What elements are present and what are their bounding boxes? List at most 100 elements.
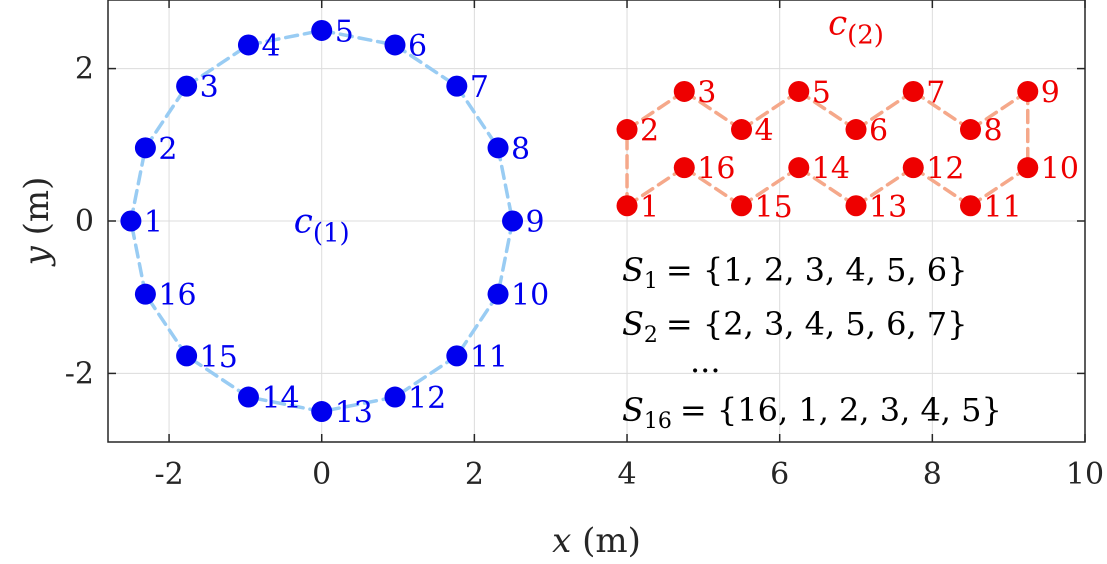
series-segment (319, 395, 397, 414)
y-tick-label: 2 (75, 52, 94, 87)
series-segment (143, 84, 189, 150)
series-segment (184, 354, 251, 399)
axis-ticks (108, 0, 1086, 442)
formation-label: c(2) (828, 3, 884, 50)
point-label: 11 (470, 340, 508, 375)
series-segment (496, 219, 515, 296)
y-tick-label: 0 (75, 204, 94, 239)
point-label: 12 (408, 381, 446, 416)
data-point (446, 345, 468, 367)
data-point (1017, 157, 1039, 179)
series-segment (854, 89, 916, 132)
point-label: 8 (984, 114, 1003, 149)
formation-labels: c(1) c(2) (294, 3, 884, 248)
axis-labels: x (m) y (m) (17, 177, 641, 561)
series-segment (184, 43, 251, 88)
series-segment (854, 165, 916, 208)
point-label: 2 (158, 132, 177, 167)
x-axis-label: x (m) (552, 521, 641, 561)
point-label: 10 (511, 278, 549, 313)
point-label: 4 (261, 29, 280, 64)
data-point (1017, 80, 1039, 102)
point-label: 7 (926, 75, 945, 110)
point-label: 3 (697, 75, 716, 110)
set-line: S2 = {2, 3, 4, 5, 6, 7} (622, 305, 968, 348)
data-point (502, 210, 524, 232)
data-point (673, 157, 695, 179)
data-point (788, 157, 810, 179)
data-point (384, 34, 406, 56)
series-segment (455, 292, 500, 358)
point-label: 3 (200, 70, 219, 105)
series-segment (496, 146, 515, 223)
data-point (311, 401, 333, 423)
set-definitions: S1 = {1, 2, 3, 4, 5, 6} S2 = {2, 3, 4, 5, 6… (622, 251, 1002, 434)
point-label: 2 (640, 114, 659, 149)
point-label: 15 (200, 340, 238, 375)
tick-labels: -2 0 2 4 6 8 10 -2 0 2 (65, 52, 1104, 492)
point-label: 13 (869, 190, 907, 225)
series-segment (797, 89, 858, 132)
data-point (120, 210, 142, 232)
data-point (845, 119, 867, 141)
set-line: S16 = {16, 1, 2, 3, 4, 5} (622, 391, 1002, 434)
point-label: 5 (812, 75, 831, 110)
series-segment (682, 165, 744, 208)
series-segment (455, 84, 500, 150)
series-segment (625, 165, 687, 208)
point-label: 14 (261, 381, 299, 416)
data-point (176, 345, 198, 367)
point-label: 6 (869, 114, 888, 149)
point-label: 16 (158, 278, 196, 313)
series-segment (682, 89, 744, 132)
point-label: 8 (511, 132, 530, 167)
data-point (616, 119, 638, 141)
y-axis-label: y (m) (17, 177, 57, 268)
data-point (487, 137, 509, 159)
x-tick-label: -2 (154, 457, 183, 492)
x-tick-label: 6 (770, 457, 789, 492)
x-tick-label: 4 (617, 457, 636, 492)
data-point (902, 157, 924, 179)
data-point (845, 195, 867, 217)
data-point (960, 195, 982, 217)
series-segment (968, 89, 1030, 132)
series-segment (393, 354, 459, 399)
series-segment (246, 28, 324, 47)
data-point (673, 80, 695, 102)
point-label: 13 (335, 396, 373, 431)
point-label: 10 (1041, 152, 1079, 187)
series-segment (625, 89, 687, 132)
point-label: 4 (755, 114, 774, 149)
series-segment (911, 165, 973, 208)
series-segment (911, 89, 973, 132)
data-point (731, 119, 753, 141)
point-label: 1 (144, 205, 163, 240)
series-segment (143, 292, 189, 358)
data-point (788, 80, 810, 102)
data-point (731, 195, 753, 217)
set-line: S1 = {1, 2, 3, 4, 5, 6} (622, 251, 968, 294)
point-label: 11 (984, 190, 1022, 225)
data-point (487, 283, 509, 305)
series-segment (739, 89, 801, 132)
series-segment (393, 43, 459, 88)
set-ellipsis: ... (690, 342, 721, 380)
point-label: 12 (926, 152, 964, 187)
x-tick-label: 8 (923, 457, 942, 492)
data-point (311, 19, 333, 41)
series-segment (129, 146, 148, 223)
data-point (134, 137, 156, 159)
series-segment (129, 219, 148, 296)
series-segment (797, 165, 858, 208)
point-label: 1 (640, 190, 659, 225)
data-point (616, 195, 638, 217)
point-label: 16 (697, 152, 735, 187)
point-label: 15 (755, 190, 793, 225)
point-label: 14 (812, 152, 850, 187)
formation-label: c(1) (294, 201, 350, 248)
series-segment (246, 395, 324, 414)
point-label: 5 (335, 14, 354, 49)
point-label: 9 (526, 205, 545, 240)
data-point (960, 119, 982, 141)
